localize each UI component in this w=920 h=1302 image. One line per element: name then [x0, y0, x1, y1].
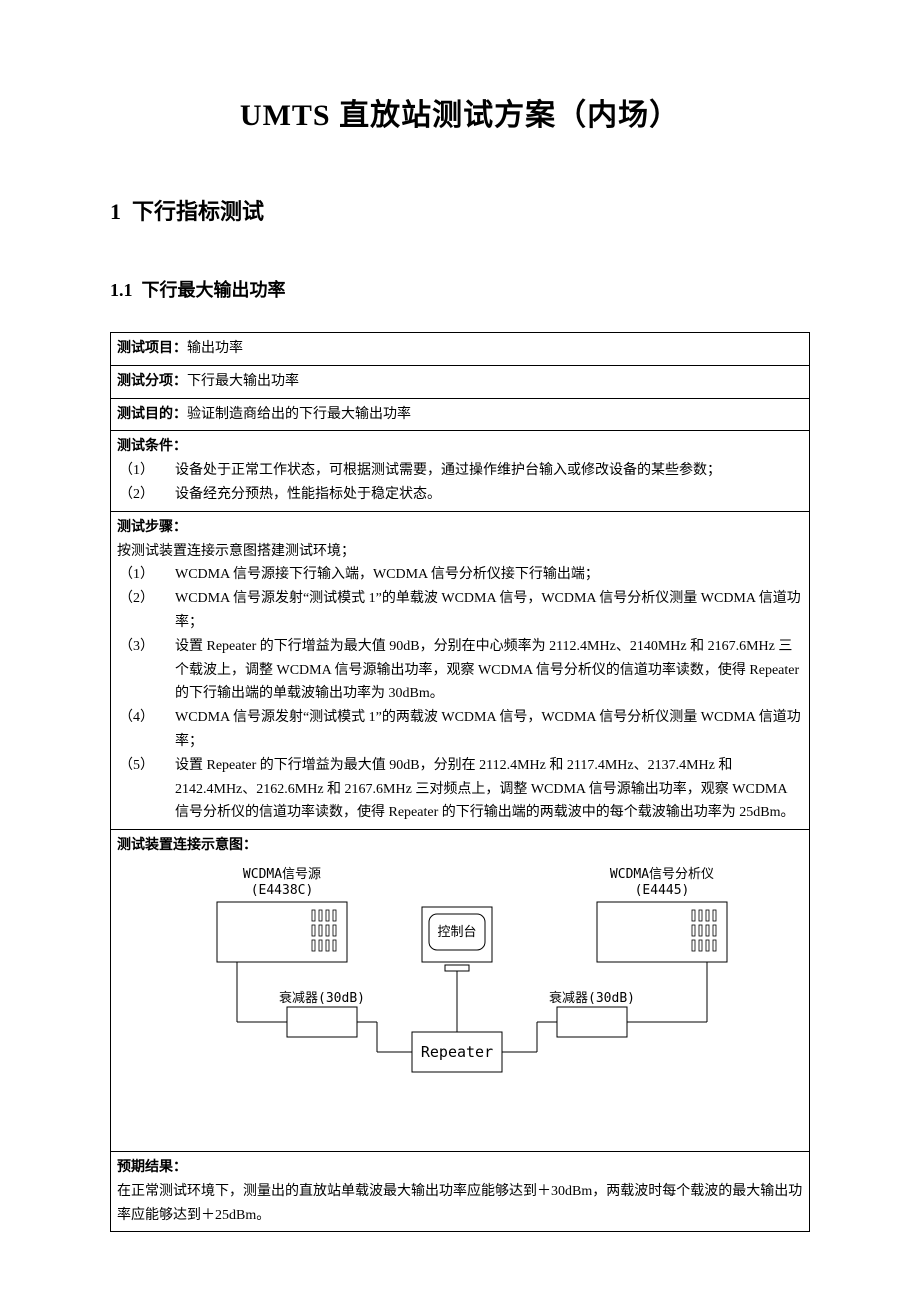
- list-item-number: （2）: [117, 587, 175, 635]
- row-test-subitem: 测试分项：下行最大输出功率: [111, 365, 810, 398]
- row-test-steps: 测试步骤： 按测试装置连接示意图搭建测试环境； （1）WCDMA 信号源接下行输…: [111, 511, 810, 829]
- section-1-heading: 1 下行指标测试: [110, 194, 810, 226]
- list-item-number: （1）: [117, 563, 175, 587]
- svg-text:衰减器(30dB): 衰减器(30dB): [549, 990, 635, 1006]
- label-test-conditions: 测试条件：: [117, 435, 803, 459]
- label-diagram: 测试装置连接示意图：: [117, 834, 803, 858]
- steps-intro: 按测试装置连接示意图搭建测试环境；: [117, 540, 803, 564]
- list-item-number: （1）: [117, 459, 175, 483]
- svg-text:WCDMA信号源: WCDMA信号源: [243, 867, 321, 882]
- section-1-num: 1: [110, 199, 121, 224]
- label-expected: 预期结果：: [117, 1156, 803, 1180]
- list-item-text: 设置 Repeater 的下行增益为最大值 90dB，分别在中心频率为 2112…: [175, 635, 803, 706]
- list-item: （3）设置 Repeater 的下行增益为最大值 90dB，分别在中心频率为 2…: [117, 635, 803, 706]
- svg-text:衰减器(30dB): 衰减器(30dB): [279, 990, 365, 1006]
- doc-title: UMTS 直放站测试方案（内场）: [110, 90, 810, 134]
- list-item: （5）设置 Repeater 的下行增益为最大值 90dB，分别在 2112.4…: [117, 754, 803, 825]
- label-test-steps: 测试步骤：: [117, 516, 803, 540]
- value-expected: 在正常测试环境下，测量出的直放站单载波最大输出功率应能够达到＋30dBm，两载波…: [117, 1180, 803, 1228]
- svg-text:(E4445): (E4445): [635, 883, 690, 898]
- list-item-number: （2）: [117, 483, 175, 507]
- list-item: （1）WCDMA 信号源接下行输入端，WCDMA 信号分析仪接下行输出端；: [117, 563, 803, 587]
- svg-text:WCDMA信号分析仪: WCDMA信号分析仪: [610, 867, 714, 882]
- value-test-purpose: 验证制造商给出的下行最大输出功率: [187, 407, 411, 422]
- section-1-title: 下行指标测试: [132, 199, 264, 224]
- list-item-text: WCDMA 信号源接下行输入端，WCDMA 信号分析仪接下行输出端；: [175, 563, 803, 587]
- section-1-1-title: 下行最大输出功率: [142, 280, 286, 300]
- diagram-container: WCDMA信号源(E4438C) WCDMA信号分析仪(E4445) 控制台衰减器(…: [117, 858, 803, 1147]
- steps-list: （1）WCDMA 信号源接下行输入端，WCDMA 信号分析仪接下行输出端；（2）…: [117, 563, 803, 825]
- svg-text:(E4438C): (E4438C): [251, 883, 314, 898]
- list-item-text: WCDMA 信号源发射“测试模式 1”的两载波 WCDMA 信号，WCDMA 信…: [175, 706, 803, 754]
- list-item-number: （4）: [117, 706, 175, 754]
- list-item: （1）设备处于正常工作状态，可根据测试需要，通过操作维护台输入或修改设备的某些参…: [117, 459, 803, 483]
- row-expected: 预期结果： 在正常测试环境下，测量出的直放站单载波最大输出功率应能够达到＋30d…: [111, 1151, 810, 1231]
- row-test-conditions: 测试条件： （1）设备处于正常工作状态，可根据测试需要，通过操作维护台输入或修改…: [111, 431, 810, 511]
- connection-diagram: WCDMA信号源(E4438C) WCDMA信号分析仪(E4445) 控制台衰减器(…: [117, 862, 797, 1097]
- list-item-text: 设备经充分预热，性能指标处于稳定状态。: [175, 483, 803, 507]
- value-test-item: 输出功率: [187, 341, 243, 356]
- value-test-subitem: 下行最大输出功率: [187, 374, 299, 389]
- label-test-purpose: 测试目的：: [117, 407, 187, 422]
- list-item-number: （5）: [117, 754, 175, 825]
- svg-text:控制台: 控制台: [437, 925, 476, 940]
- svg-text:Repeater: Repeater: [421, 1043, 493, 1061]
- section-1-1-heading: 1.1 下行最大输出功率: [110, 276, 810, 302]
- list-item-text: WCDMA 信号源发射“测试模式 1”的单载波 WCDMA 信号，WCDMA 信…: [175, 587, 803, 635]
- list-item: （2）设备经充分预热，性能指标处于稳定状态。: [117, 483, 803, 507]
- list-item-text: 设备处于正常工作状态，可根据测试需要，通过操作维护台输入或修改设备的某些参数；: [175, 459, 803, 483]
- list-item: （2）WCDMA 信号源发射“测试模式 1”的单载波 WCDMA 信号，WCDM…: [117, 587, 803, 635]
- row-diagram: 测试装置连接示意图： WCDMA信号源(E4438C) WCDMA信号分析仪(E4…: [111, 830, 810, 1152]
- row-test-item: 测试项目：输出功率: [111, 333, 810, 366]
- list-item-number: （3）: [117, 635, 175, 706]
- section-1-1-num: 1.1: [110, 280, 133, 300]
- list-item: （4）WCDMA 信号源发射“测试模式 1”的两载波 WCDMA 信号，WCDM…: [117, 706, 803, 754]
- test-spec-table: 测试项目：输出功率 测试分项：下行最大输出功率 测试目的：验证制造商给出的下行最…: [110, 332, 810, 1232]
- conditions-list: （1）设备处于正常工作状态，可根据测试需要，通过操作维护台输入或修改设备的某些参…: [117, 459, 803, 507]
- row-test-purpose: 测试目的：验证制造商给出的下行最大输出功率: [111, 398, 810, 431]
- list-item-text: 设置 Repeater 的下行增益为最大值 90dB，分别在 2112.4MHz…: [175, 754, 803, 825]
- label-test-item: 测试项目：: [117, 341, 187, 356]
- label-test-subitem: 测试分项：: [117, 374, 187, 389]
